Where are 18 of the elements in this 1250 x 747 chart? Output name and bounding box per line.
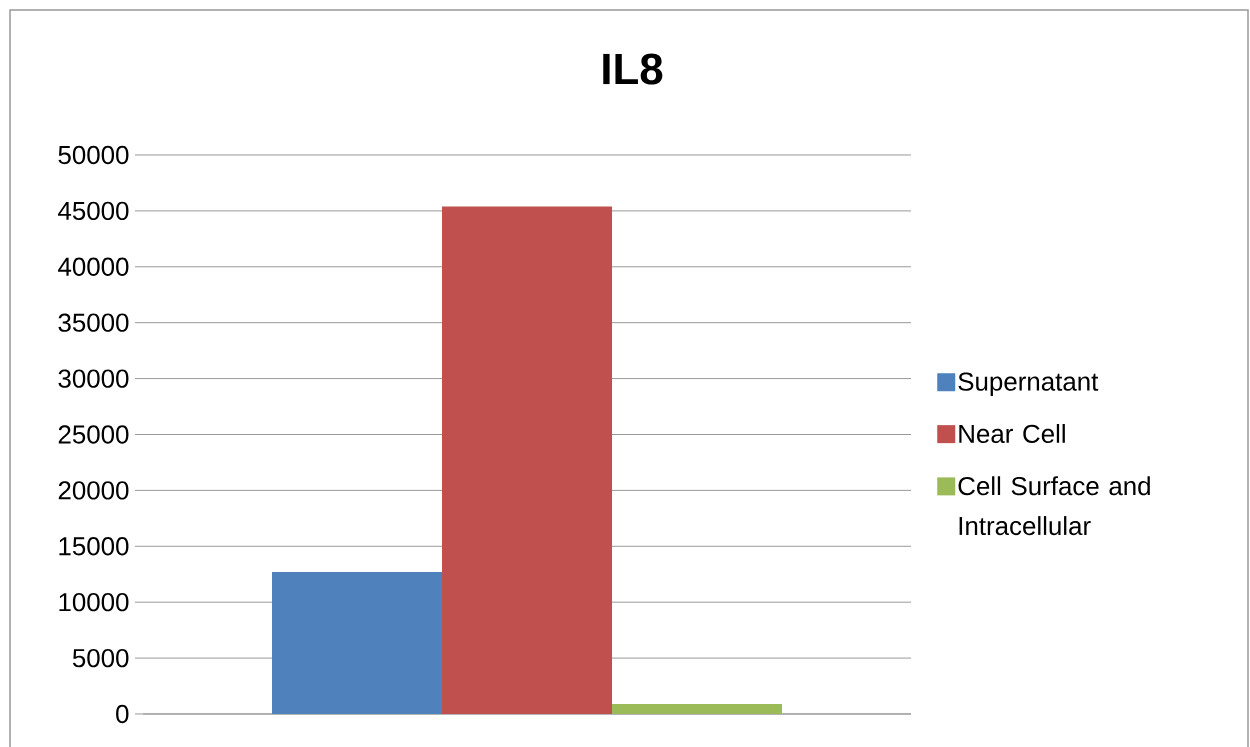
bar	[612, 703, 783, 714]
chart-title: IL8	[603, 53, 663, 85]
y-tick-label: 50000	[58, 145, 129, 165]
y-tick-label: 30000	[58, 369, 129, 388]
y-tick-label: 40000	[58, 257, 129, 276]
bar	[272, 572, 443, 714]
legend-label: Near Cell	[959, 424, 1065, 444]
legend-label: Supernatant	[958, 372, 1099, 396]
y-tick-label: 5000	[72, 648, 129, 668]
y-tick-label: 35000	[58, 313, 129, 332]
y-tick-label: 25000	[58, 425, 129, 444]
bar	[442, 206, 613, 714]
y-tick-label: 15000	[59, 537, 129, 556]
legend-label: Cell Surface and Intracellular	[958, 476, 1150, 536]
y-tick-label: 45000	[58, 201, 129, 221]
y-tick-label: 10000	[59, 593, 129, 612]
y-tick-label: 20000	[58, 481, 129, 500]
y-tick-label: 0	[116, 704, 129, 724]
